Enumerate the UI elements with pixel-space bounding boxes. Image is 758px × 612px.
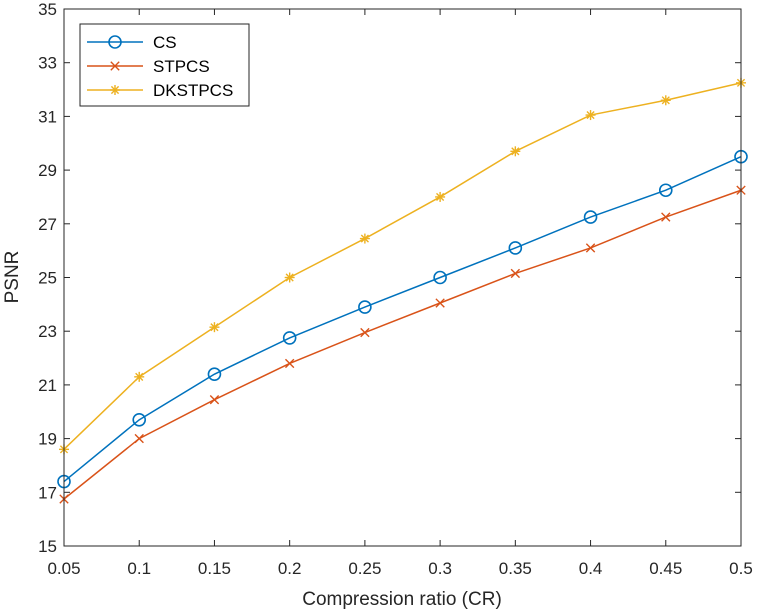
- x-tick-label: 0.4: [579, 559, 603, 578]
- y-axis-title: PSNR: [2, 251, 23, 304]
- y-tick-label: 29: [38, 161, 57, 180]
- series-line-stpcs: [63, 189, 742, 500]
- legend: CS STPCS DKSTPCS: [79, 23, 250, 107]
- legend-entry-cs: CS: [87, 33, 177, 52]
- axes-layer: 0.05 0.1 0.15 0.2 0.25 0.3 0.35 0.4 0.45 0.5 15 17 1…: [38, 0, 753, 578]
- data-point-cs: [358, 300, 372, 314]
- legend-entry-dkstpcs: DKSTPCS: [87, 81, 233, 100]
- y-tick-label: 19: [38, 430, 57, 449]
- data-point-cs: [583, 210, 598, 224]
- data-point-cs: [132, 413, 147, 427]
- data-point-stpcs: [284, 358, 295, 369]
- x-tick-label: 0.25: [348, 559, 381, 578]
- y-tick-label: 17: [38, 483, 57, 502]
- legend-marker: [110, 61, 120, 71]
- data-point-stpcs: [435, 298, 445, 308]
- data-point-stpcs: [209, 394, 220, 405]
- y-tick-label: 15: [38, 537, 57, 556]
- data-point-dkstpcs: [510, 146, 521, 157]
- series-line-dkstpcs: [63, 82, 742, 450]
- x-tick-label: 0.05: [47, 559, 80, 578]
- y-tick-label: 35: [38, 0, 57, 19]
- data-point-dkstpcs: [284, 272, 295, 283]
- legend-label: CS: [153, 33, 177, 52]
- data-point-stpcs: [585, 243, 596, 253]
- x-tick-label: 0.45: [649, 559, 682, 578]
- legend-label: STPCS: [153, 57, 210, 76]
- data-point-dkstpcs: [660, 95, 671, 106]
- y-tick-label: 21: [38, 376, 57, 395]
- data-point-stpcs: [360, 327, 370, 338]
- x-tick-label: 0.1: [127, 559, 151, 578]
- x-axis-title: Compression ratio (CR): [302, 589, 502, 610]
- x-tick-label: 0.2: [278, 559, 302, 578]
- y-tick-label: 27: [38, 215, 57, 234]
- x-tick-label: 0.3: [428, 559, 452, 578]
- data-point-stpcs: [134, 433, 144, 444]
- legend-box: [79, 23, 250, 107]
- data-point-cs: [508, 241, 523, 255]
- data-point-stpcs: [661, 212, 671, 222]
- data-point-dkstpcs: [435, 191, 446, 202]
- data-point-dkstpcs: [134, 371, 145, 382]
- y-tick-label: 23: [38, 322, 57, 341]
- data-point-cs: [207, 367, 222, 381]
- data-point-dkstpcs: [209, 322, 220, 333]
- y-tick-label: 33: [38, 54, 57, 73]
- data-point-cs: [658, 183, 673, 198]
- data-point-stpcs: [510, 268, 521, 279]
- x-tick-label: 0.35: [499, 559, 532, 578]
- data-layer: [57, 77, 748, 504]
- series-line-cs: [63, 155, 742, 483]
- legend-label: DKSTPCS: [153, 81, 233, 100]
- y-tick-label: 31: [38, 107, 57, 126]
- legend-entries: CS STPCS DKSTPCS: [87, 33, 233, 100]
- legend-marker: [110, 85, 120, 95]
- data-point-dkstpcs: [359, 233, 370, 244]
- legend-marker: [108, 35, 122, 49]
- data-point-cs: [282, 331, 297, 345]
- x-tick-label: 0.5: [729, 559, 753, 578]
- data-point-dkstpcs: [585, 110, 596, 121]
- x-tick-label: 0.15: [198, 559, 231, 578]
- data-point-cs: [433, 270, 447, 285]
- legend-entry-stpcs: STPCS: [87, 57, 210, 76]
- y-tick-label: 25: [38, 269, 57, 288]
